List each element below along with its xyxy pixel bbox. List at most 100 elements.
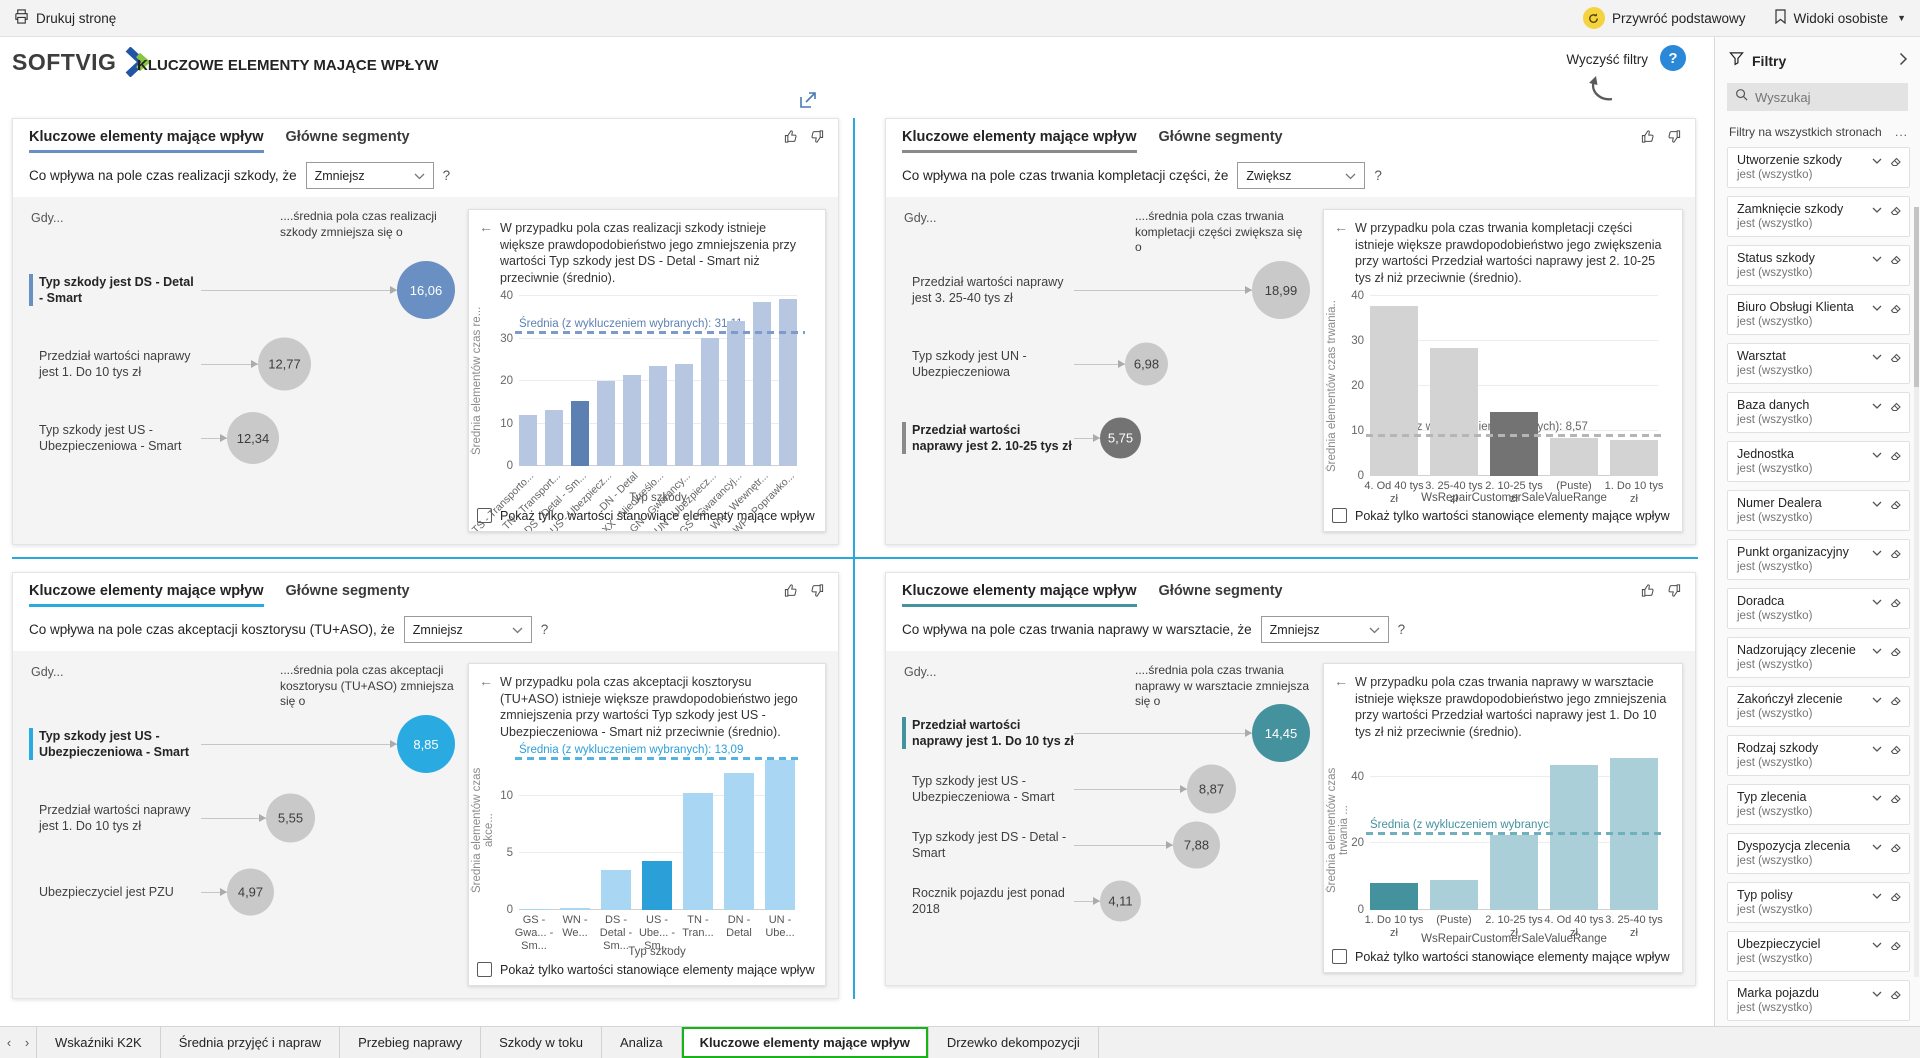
chevron-down-icon[interactable]	[1872, 893, 1882, 900]
clear-filters-button[interactable]: Wyczyść filtry	[1566, 52, 1648, 67]
filter-search-box[interactable]	[1727, 83, 1908, 111]
eraser-icon[interactable]	[1890, 645, 1902, 657]
eraser-icon[interactable]	[1890, 155, 1902, 167]
filter-card[interactable]: Marka pojazdu jest (wszystko)	[1727, 980, 1910, 1021]
chart-bar[interactable]	[675, 364, 693, 466]
tab-key-influencers[interactable]: Kluczowe elementy mające wpływ	[29, 129, 264, 153]
thumbs-up-icon[interactable]	[1641, 583, 1656, 598]
tab-main-segments[interactable]: Główne segmenty	[285, 583, 410, 599]
chevron-down-icon[interactable]	[1872, 256, 1882, 263]
influencer-row[interactable]: Typ szkody jest US - Ubezpieczeniowa - S…	[29, 715, 458, 773]
chevron-down-icon[interactable]	[1872, 746, 1882, 753]
page-tab-6[interactable]: Kluczowe elementy mające wpływ	[681, 1027, 929, 1058]
thumbs-up-icon[interactable]	[784, 583, 799, 598]
influencer-bubble[interactable]: 5,75	[1100, 417, 1141, 459]
influencer-row[interactable]: Typ szkody jest DS - Detal - Smart 7,88	[902, 819, 1313, 871]
chart-bar[interactable]	[519, 414, 537, 466]
filter-card[interactable]: Numer Dealera jest (wszystko)	[1727, 490, 1910, 531]
tab-main-segments[interactable]: Główne segmenty	[1158, 583, 1283, 599]
tabs-scroll-right-icon[interactable]: ›	[24, 1035, 30, 1050]
chart-bar[interactable]	[753, 302, 771, 466]
eraser-icon[interactable]	[1890, 449, 1902, 461]
filter-card[interactable]: Biuro Obsługi Klienta jest (wszystko)	[1727, 294, 1910, 335]
tab-key-influencers[interactable]: Kluczowe elementy mające wpływ	[29, 583, 264, 607]
chevron-down-icon[interactable]	[1872, 942, 1882, 949]
chevron-down-icon[interactable]	[1872, 501, 1882, 508]
influencer-bubble[interactable]: 14,45	[1252, 704, 1310, 762]
eraser-icon[interactable]	[1890, 841, 1902, 853]
chart-bar[interactable]	[765, 760, 795, 910]
chevron-down-icon[interactable]	[1872, 550, 1882, 557]
chart-bar[interactable]	[701, 338, 719, 466]
search-input[interactable]	[1755, 89, 1885, 105]
influence-direction-dropdown[interactable]: Zmniejsz	[403, 616, 532, 643]
chart-bar[interactable]	[1610, 440, 1658, 476]
chevron-down-icon[interactable]	[1872, 795, 1882, 802]
chart-bar[interactable]	[1370, 305, 1418, 476]
influencers-only-checkbox[interactable]	[477, 962, 492, 977]
influencer-row[interactable]: Typ szkody jest UN - Ubezpieczeniowa 6,98	[902, 335, 1313, 393]
filter-card[interactable]: Baza danych jest (wszystko)	[1727, 392, 1910, 433]
filter-card[interactable]: Jednostka jest (wszystko)	[1727, 441, 1910, 482]
chart-bar[interactable]	[571, 400, 589, 466]
influencer-bubble[interactable]: 8,87	[1187, 764, 1236, 814]
chart-bar[interactable]	[1430, 347, 1478, 476]
chart-bar[interactable]	[1490, 411, 1538, 476]
filter-card[interactable]: Warsztat jest (wszystko)	[1727, 343, 1910, 384]
filter-card[interactable]: Rodzaj szkody jest (wszystko)	[1727, 735, 1910, 776]
influencer-bubble[interactable]: 4,11	[1100, 880, 1141, 922]
chevron-down-icon[interactable]	[1872, 354, 1882, 361]
page-tab-2[interactable]: Średnia przyjęć i napraw	[161, 1027, 341, 1058]
page-tab-7[interactable]: Drzewko dekompozycji	[929, 1027, 1099, 1058]
influencer-row[interactable]: Typ szkody jest US - Ubezpieczeniowa - S…	[29, 409, 458, 467]
back-arrow-icon[interactable]: ←	[479, 673, 493, 689]
eraser-icon[interactable]	[1890, 302, 1902, 314]
eraser-icon[interactable]	[1890, 498, 1902, 510]
influencer-row[interactable]: Przedział wartości naprawy jest 2. 10-25…	[902, 409, 1313, 467]
influencer-bubble[interactable]: 5,55	[266, 793, 315, 843]
eraser-icon[interactable]	[1890, 204, 1902, 216]
filter-pane-scrollbar[interactable]	[1914, 207, 1919, 977]
tab-key-influencers[interactable]: Kluczowe elementy mające wpływ	[902, 129, 1137, 153]
influencer-bubble[interactable]: 18,99	[1252, 261, 1310, 319]
thumbs-down-icon[interactable]	[809, 583, 824, 598]
tab-main-segments[interactable]: Główne segmenty	[285, 129, 410, 145]
filter-card[interactable]: Nadzorujący zlecenie jest (wszystko)	[1727, 637, 1910, 678]
page-tab-1[interactable]: Wskaźniki K2K	[36, 1027, 161, 1058]
tab-key-influencers[interactable]: Kluczowe elementy mające wpływ	[902, 583, 1137, 607]
filter-card[interactable]: Punkt organizacyjny jest (wszystko)	[1727, 539, 1910, 580]
influencer-bubble[interactable]: 12,77	[258, 337, 311, 391]
chart-bar[interactable]	[779, 298, 797, 466]
influencer-row[interactable]: Przedział wartości naprawy jest 1. Do 10…	[29, 335, 458, 393]
thumbs-down-icon[interactable]	[1666, 129, 1681, 144]
filter-card[interactable]: Zakończył zlecenie jest (wszystko)	[1727, 686, 1910, 727]
chart-bar[interactable]	[1370, 883, 1418, 910]
chart-bar[interactable]	[597, 381, 615, 466]
eraser-icon[interactable]	[1890, 400, 1902, 412]
chart-bar[interactable]	[649, 365, 667, 466]
influencers-only-checkbox[interactable]	[1332, 508, 1347, 523]
chart-bar[interactable]	[560, 907, 590, 910]
influencer-row[interactable]: Typ szkody jest US - Ubezpieczeniowa - S…	[902, 763, 1313, 815]
influence-direction-dropdown[interactable]: Zmniejsz	[1260, 616, 1389, 643]
print-page-button[interactable]: Drukuj stronę	[14, 9, 116, 27]
eraser-icon[interactable]	[1890, 939, 1902, 951]
influencer-row[interactable]: Typ szkody jest DS - Detal - Smart 16,06	[29, 261, 458, 319]
filter-card[interactable]: Status szkody jest (wszystko)	[1727, 245, 1910, 286]
tab-main-segments[interactable]: Główne segmenty	[1158, 129, 1283, 145]
chevron-down-icon[interactable]	[1872, 207, 1882, 214]
influencer-row[interactable]: Przedział wartości naprawy jest 3. 25-40…	[902, 261, 1313, 319]
back-arrow-icon[interactable]: ←	[1334, 219, 1348, 235]
chart-bar[interactable]	[623, 375, 641, 466]
more-options-icon[interactable]: ...	[1894, 125, 1908, 139]
eraser-icon[interactable]	[1890, 547, 1902, 559]
chart-bar[interactable]	[1430, 880, 1478, 910]
influencers-only-checkbox[interactable]	[477, 508, 492, 523]
influencer-bubble[interactable]: 6,98	[1125, 342, 1168, 386]
thumbs-up-icon[interactable]	[784, 129, 799, 144]
filter-card[interactable]: Zamknięcie szkody jest (wszystko)	[1727, 196, 1910, 237]
page-tab-3[interactable]: Przebieg naprawy	[340, 1027, 482, 1058]
chart-bar[interactable]	[683, 793, 713, 910]
chevron-down-icon[interactable]	[1872, 991, 1882, 998]
chevron-down-icon[interactable]	[1872, 403, 1882, 410]
